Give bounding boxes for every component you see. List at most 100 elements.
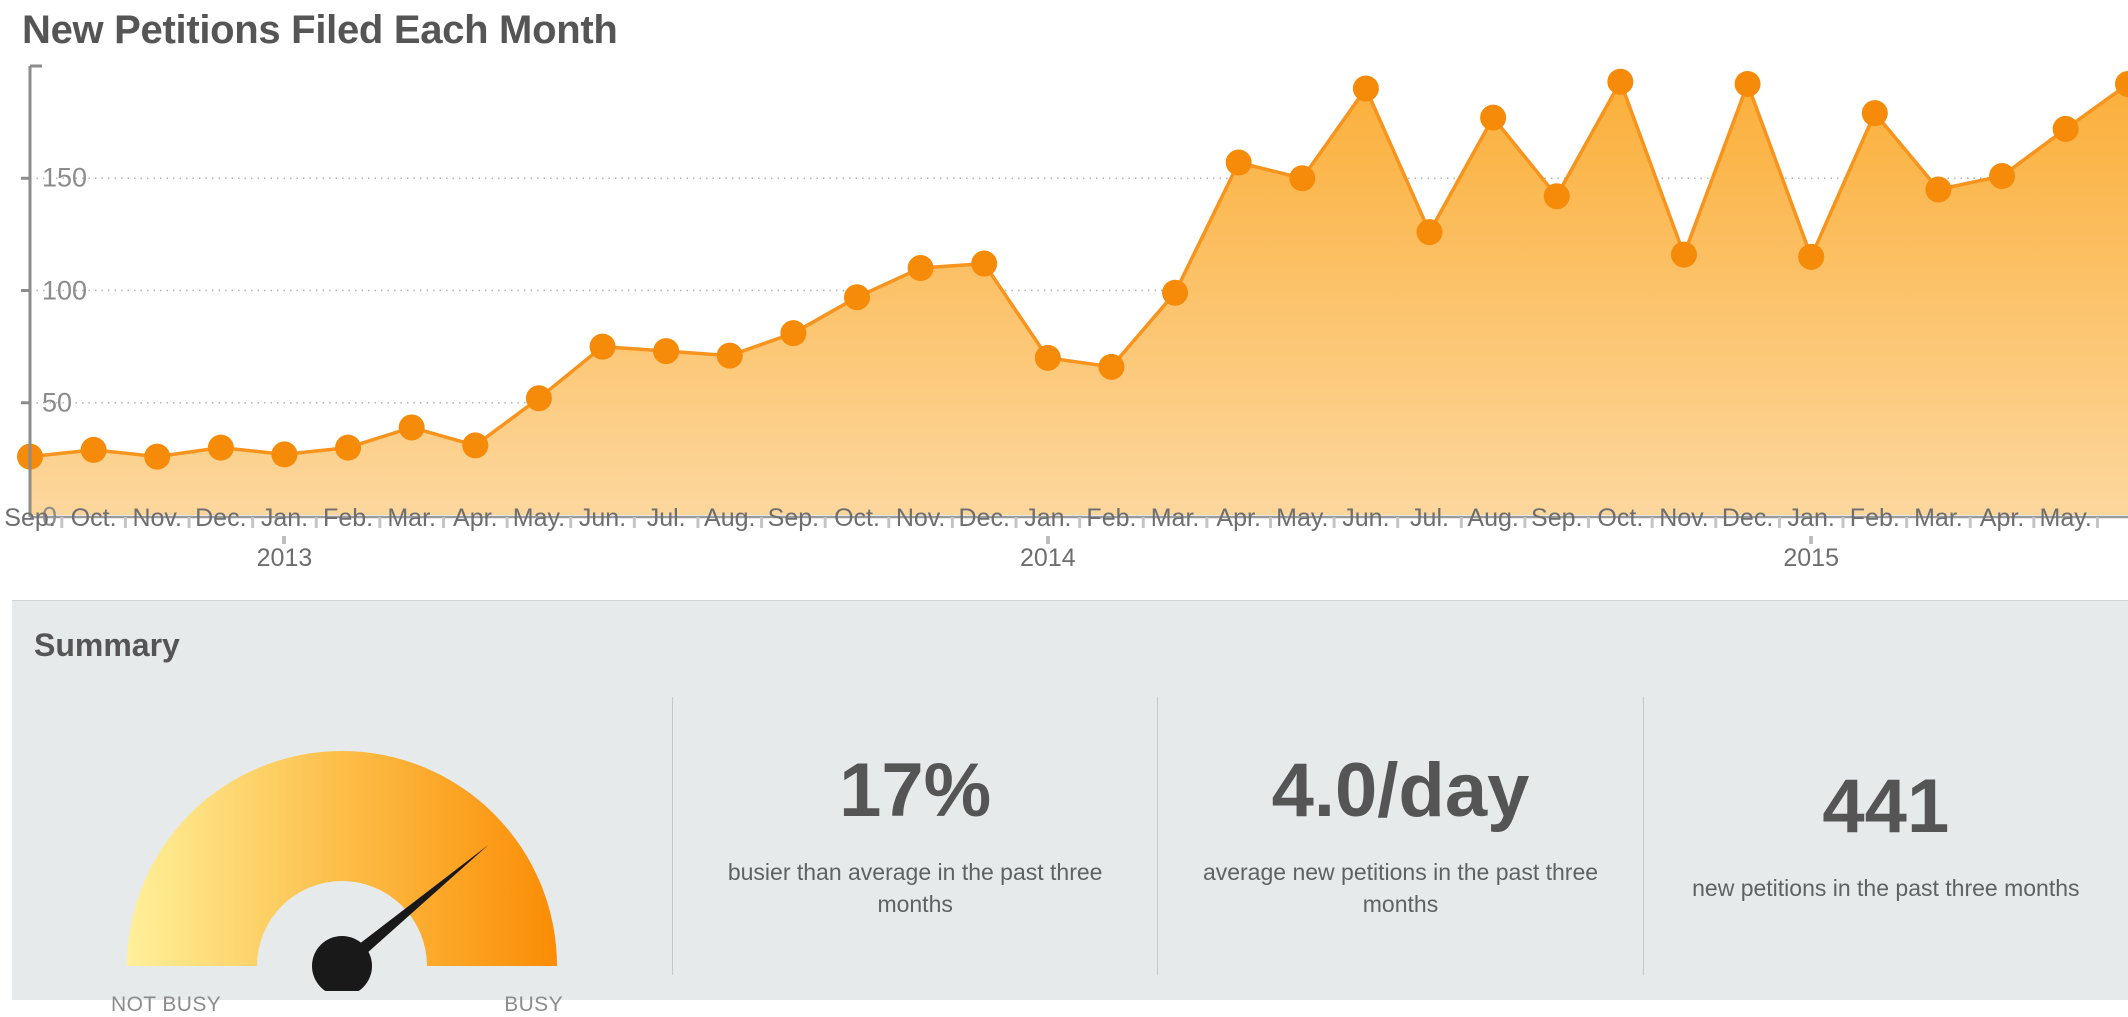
data-point[interactable] [525, 385, 552, 412]
x-axis-tick-label: Jun. [578, 504, 627, 532]
x-axis-tick-label: Dec. [1721, 504, 1774, 532]
x-axis-year-tick [1809, 536, 1814, 544]
data-point[interactable] [144, 443, 171, 470]
stat-caption: busier than average in the past three mo… [727, 859, 1103, 917]
x-axis-year-label: 2014 [1020, 544, 1076, 572]
x-axis-tick-label: Feb. [323, 504, 374, 532]
x-axis-tick-label: Oct. [70, 504, 117, 532]
summary-grid: NOT BUSY BUSY 17% busier than average in… [12, 679, 2128, 1016]
x-axis-tick-label: May. [2039, 504, 2092, 532]
x-axis-tick-label: Feb. [1849, 504, 1900, 532]
data-point[interactable] [780, 320, 807, 347]
stat-caption: new petitions in the past three months [1692, 875, 2080, 902]
x-axis-tick-label: Jan. [1024, 504, 1072, 532]
x-axis-tick-label: Sep. [1531, 504, 1583, 532]
data-point[interactable] [2115, 70, 2128, 97]
gauge-arc [127, 751, 557, 966]
busyness-gauge: NOT BUSY BUSY [12, 679, 672, 1016]
x-axis-tick-label: Jul. [646, 504, 686, 532]
y-axis-tick-label: 150 [42, 162, 88, 193]
x-axis-tick-label: Jun. [1342, 504, 1390, 532]
data-point[interactable] [1798, 243, 1825, 270]
x-axis-year-tick [1045, 536, 1050, 544]
x-axis-tick-label: Jan. [260, 504, 309, 532]
stat-card-average-per-day: 4.0/day average new petitions in the pas… [1157, 697, 1642, 975]
x-axis-tick-label: Mar. [1914, 504, 1963, 532]
data-point[interactable] [1098, 353, 1125, 380]
x-axis-tick-label: Apr. [1216, 504, 1261, 532]
data-point[interactable] [1352, 75, 1379, 102]
x-axis-tick-label: Nov. [1659, 504, 1709, 532]
data-point[interactable] [1543, 183, 1570, 210]
x-axis-tick-label: Dec. [195, 504, 247, 532]
data-point[interactable] [462, 432, 489, 459]
x-axis-year-tick [282, 536, 287, 544]
data-point[interactable] [1225, 149, 1252, 176]
x-axis-tick-label: Oct. [834, 504, 880, 532]
x-axis-tick-label: Feb. [1086, 504, 1137, 532]
stat-card-busier: 17% busier than average in the past thre… [672, 697, 1157, 975]
data-point[interactable] [207, 434, 234, 461]
data-point[interactable] [271, 441, 298, 468]
x-axis-tick-label: Nov. [132, 504, 182, 532]
chart-line [29, 79, 2128, 459]
x-axis-tick-label: Aug. [1467, 504, 1519, 532]
x-axis-tick-label: Mar. [1150, 504, 1200, 532]
x-axis-tick-label: Jan. [1787, 504, 1835, 532]
data-point[interactable] [843, 284, 870, 311]
gauge-scale-labels: NOT BUSY BUSY [107, 993, 577, 1016]
summary-title: Summary [34, 627, 180, 663]
data-point[interactable] [589, 333, 616, 360]
x-axis-tick-label: Aug. [704, 504, 756, 532]
chart-markers [17, 68, 2128, 470]
x-axis-tick-label: Oct. [1597, 504, 1644, 532]
x-axis-tick-label: Nov. [895, 504, 946, 532]
stat-card-total-new: 441 new petitions in the past three mont… [1642, 697, 2128, 975]
gauge-label-not-busy: NOT BUSY [111, 993, 222, 1016]
gauge-svg [127, 751, 557, 996]
x-axis-tick-label: Dec. [958, 504, 1010, 532]
data-point[interactable] [716, 342, 743, 369]
data-point[interactable] [1607, 68, 1634, 95]
x-axis-tick-label: Sep. [4, 504, 56, 532]
x-axis-tick-label: Sep. [767, 504, 820, 532]
chart-panel: 50 100 150 0 Sep. Oct. Nov. Dec. Jan. Feb. Mar. Ap… [0, 58, 2128, 598]
y-axis-tick-label-zero: 0 [42, 501, 58, 532]
x-axis-year-label: 2015 [1783, 544, 1839, 572]
data-point[interactable] [1861, 100, 1888, 127]
x-axis-tick-label: Apr. [453, 504, 498, 532]
data-point[interactable] [1925, 176, 1952, 203]
data-point[interactable] [1289, 165, 1316, 192]
data-point[interactable] [1034, 344, 1061, 371]
x-axis-tick-label: Jul. [1410, 504, 1449, 532]
data-point[interactable] [1989, 163, 2016, 190]
area-chart[interactable]: 50 100 150 0 Sep. Oct. Nov. Dec. Jan. Feb. Mar. Ap… [0, 58, 2128, 598]
data-point[interactable] [907, 255, 934, 282]
x-axis-tick-label: Mar. [387, 504, 436, 532]
data-point[interactable] [653, 338, 680, 365]
data-point[interactable] [1162, 279, 1189, 306]
data-point[interactable] [1416, 219, 1443, 246]
y-axis-tick-label: 50 [42, 387, 73, 418]
stat-caption: average new petitions in the past three … [1202, 859, 1599, 917]
data-point[interactable] [1734, 70, 1761, 97]
stat-value: 4.0/day [1271, 748, 1530, 834]
data-point[interactable] [80, 436, 107, 463]
x-axis-tick-label: May. [512, 504, 566, 532]
gauge-needle [312, 844, 489, 996]
page-title: New Petitions Filed Each Month [22, 8, 618, 52]
data-point[interactable] [1480, 104, 1507, 131]
data-point[interactable] [2052, 115, 2079, 142]
summary-panel: Summary NOT BUSY BUSY [12, 600, 2128, 1016]
chart-svg [17, 64, 2128, 528]
data-point[interactable] [971, 250, 998, 277]
stat-value: 441 [1822, 764, 1950, 850]
x-axis-year-label: 2013 [256, 544, 313, 572]
y-axis-tick-label: 100 [42, 275, 88, 305]
data-point[interactable] [398, 414, 425, 441]
chart-x-ticks [60, 517, 2099, 528]
data-point[interactable] [1670, 241, 1697, 268]
chart-area-fill [30, 81, 2128, 515]
data-point[interactable] [335, 434, 362, 461]
